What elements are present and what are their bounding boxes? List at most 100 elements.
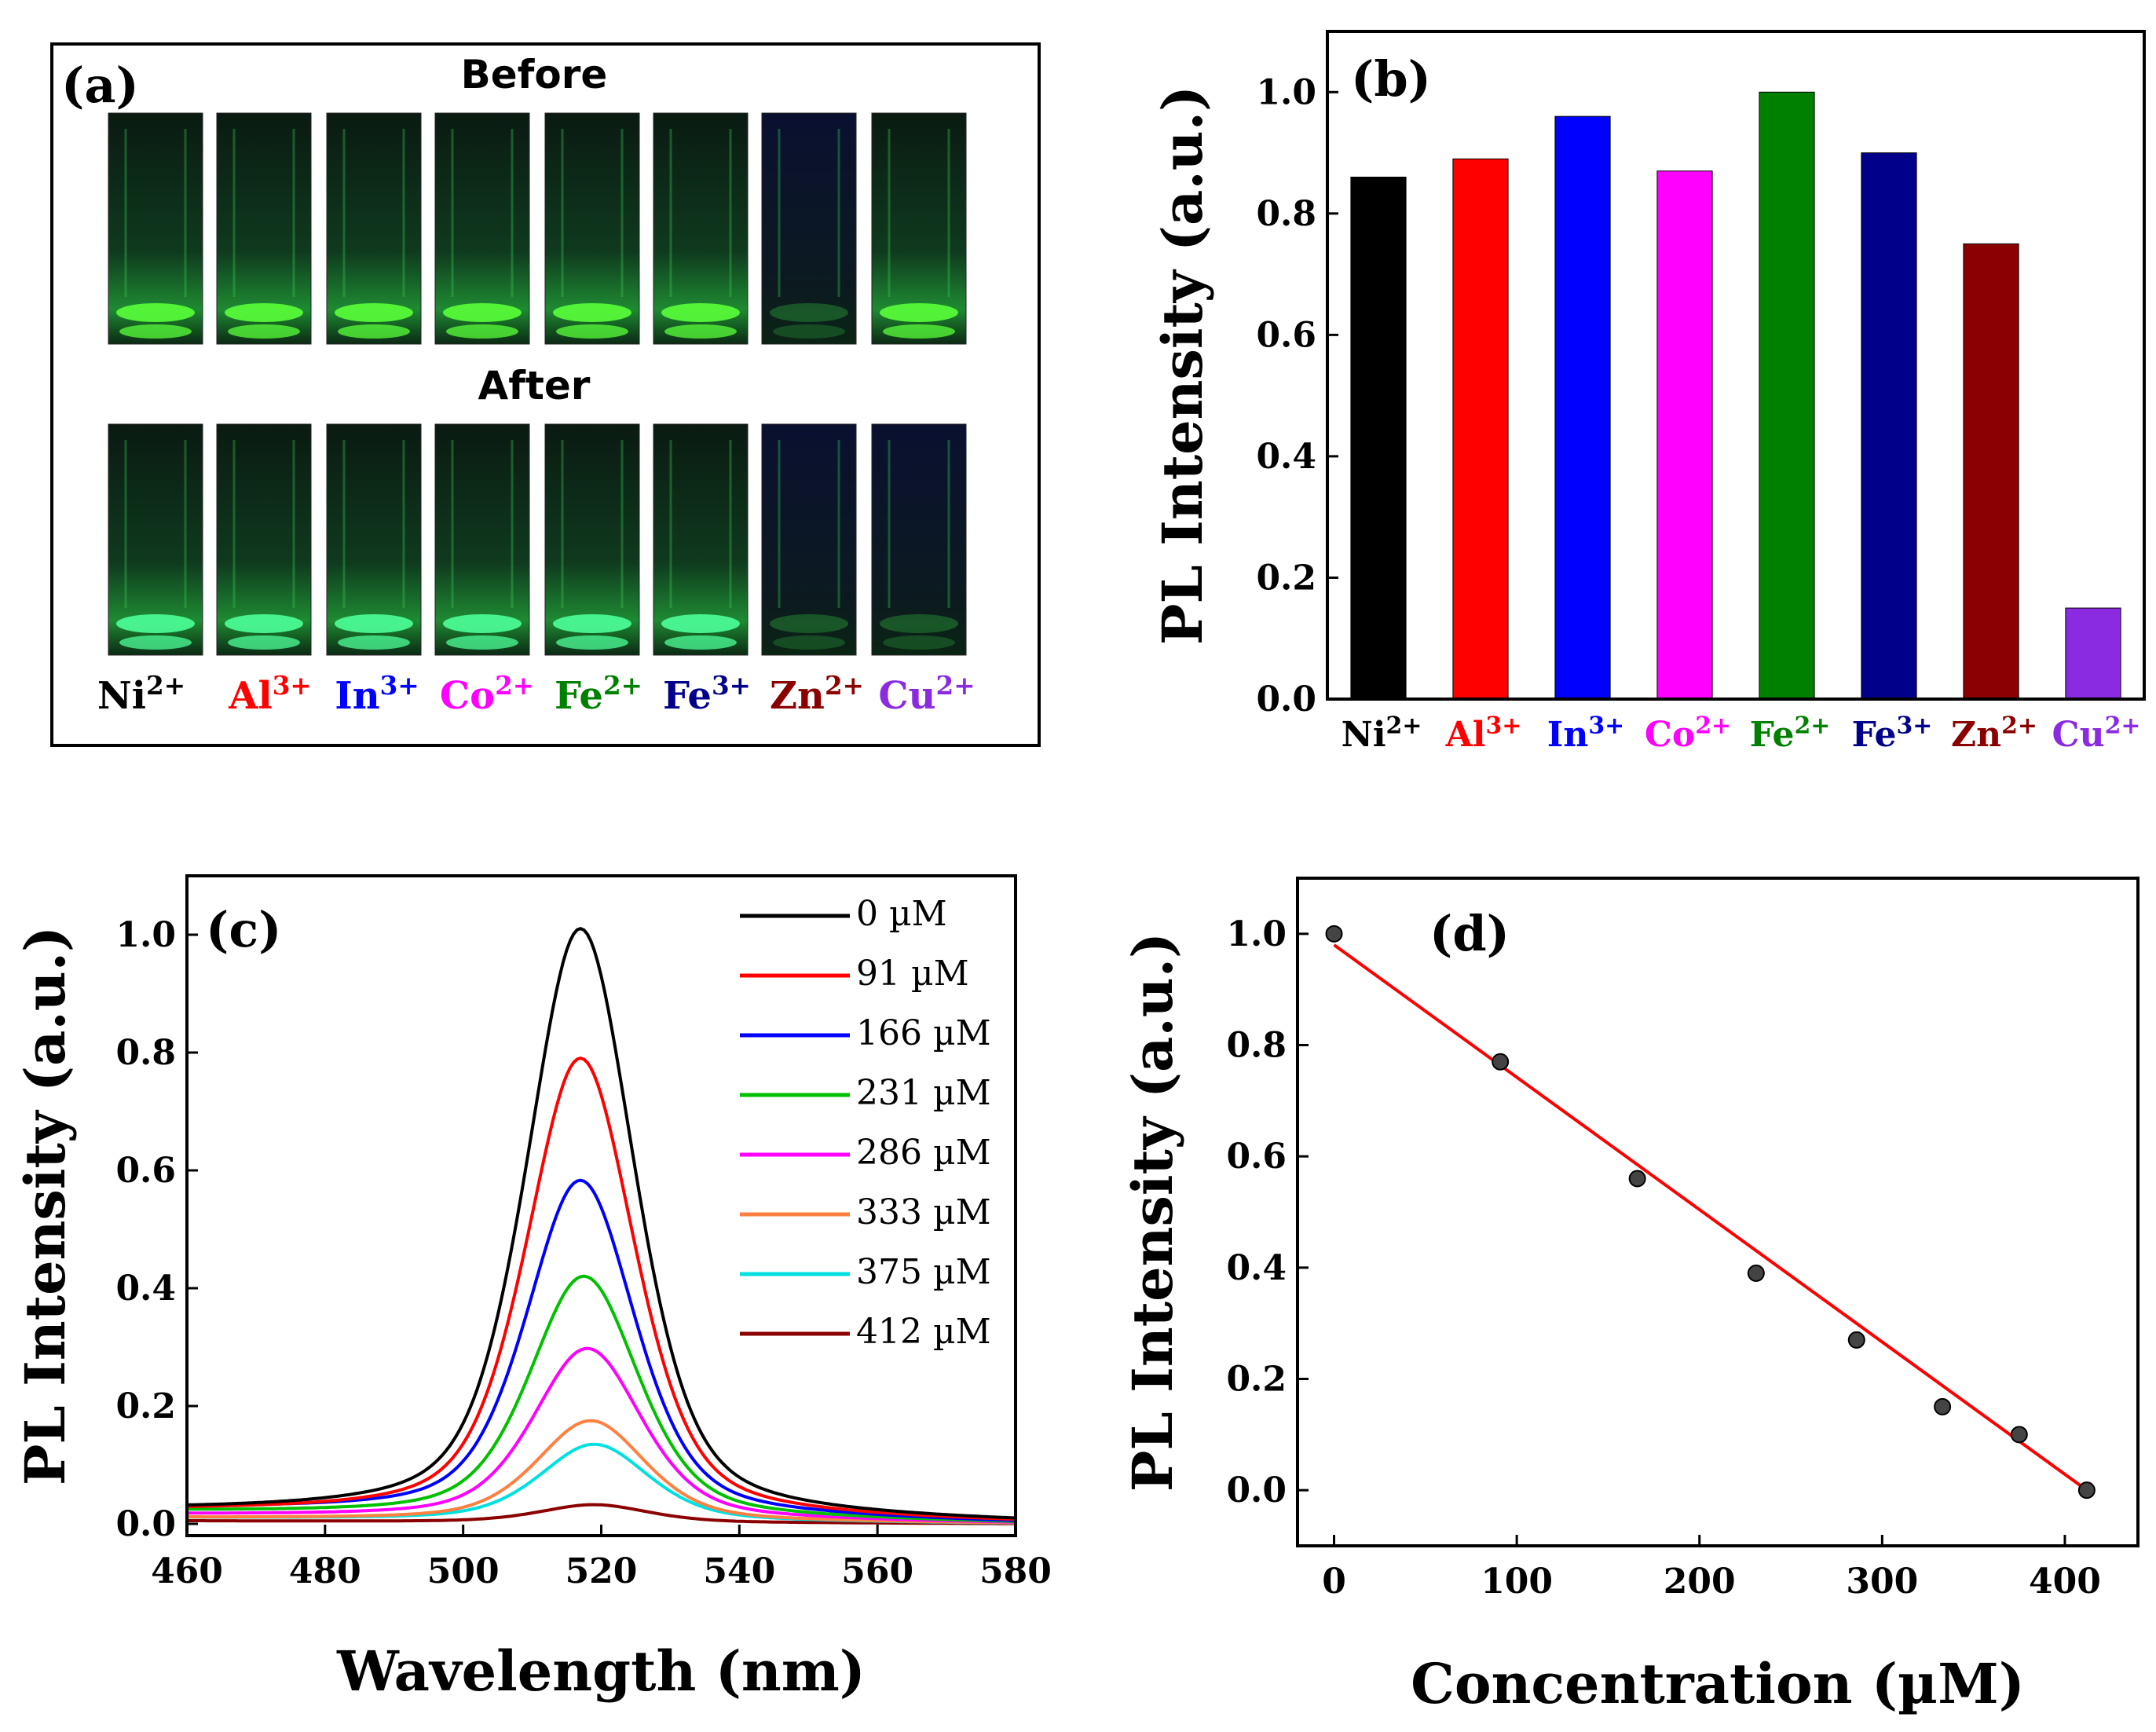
panel-c-ytick-label-1: 0.2 [115, 1386, 176, 1426]
panel-c-series-1 [186, 926, 1016, 1520]
panel-b-xtick-label-5: Fe2+ [1750, 712, 1831, 755]
panel-d-point-7 [2010, 1426, 2028, 1444]
panel-c-xlabel: Wavelength (nm) [336, 1639, 866, 1704]
panel-c-xtick-label-6: 580 [979, 1551, 1052, 1591]
panel-d-xtick-label-4: 400 [2029, 1562, 2101, 1602]
panel-b-bar-3 [1554, 115, 1611, 700]
panel-d-ytick-label-0: 0.0 [1226, 1470, 1287, 1510]
panel-d-ylabel: PL Intensity (a.u.) [1120, 932, 1185, 1492]
panel-d-point-3 [1628, 1170, 1646, 1188]
panel-b: Ni2+ Al3+ In3+ Co2+ Fe2+ Fe3+ Zn2+ Cu2+ 0.0 0.2 0.… [1150, 30, 2146, 755]
panel-b-xtick-label-2: Al3+ [1445, 712, 1522, 755]
panel-d-point-4 [1747, 1264, 1765, 1282]
panel-d-point-1 [1325, 925, 1343, 943]
panel-d-xtick-label-3: 300 [1846, 1562, 1918, 1602]
after-label: After [478, 363, 591, 408]
panel-b-bar-1 [1350, 176, 1407, 700]
panel-d-ytick-label-5: 1.0 [1226, 914, 1287, 954]
panel-b-bar-2 [1452, 158, 1509, 700]
panel-c-series-2 [186, 1056, 1016, 1521]
after-vial-2 [216, 423, 312, 656]
after-vial-1 [108, 423, 203, 656]
panel-b-xtick-label-8: Cu2+ [2052, 712, 2141, 755]
panel-c-xtick-label-0: 460 [151, 1551, 223, 1591]
panel-d-ytick-label-3: 0.6 [1226, 1137, 1287, 1177]
before-vial-1 [108, 112, 203, 345]
panel-c: 0.0 0.2 0.4 0.6 0.8 1.0 460 480 500 520 540 560 580 P… [13, 874, 1052, 1704]
panel-b-bar-8 [2065, 607, 2121, 700]
panel-a-ion-label-3: In3+ [335, 670, 419, 718]
panel-c-legend-text-5: 286 µM [856, 1133, 991, 1173]
panel-a: (a) Before After Ni2+ Al3+ In3+ Co2+ Fe2+ Fe3+ Zn… [50, 42, 1041, 747]
panel-c-legend-text-4: 231 µM [856, 1073, 991, 1113]
panel-c-series-5 [187, 1346, 1016, 1524]
panel-c-xtick-label-5: 560 [841, 1551, 913, 1591]
panel-d-point-8 [2077, 1481, 2096, 1499]
after-vial-3 [326, 423, 422, 656]
panel-c-label: (c) [206, 901, 281, 958]
panel-b-bar-6 [1861, 152, 1917, 700]
panel-c-legend-text-7: 375 µM [856, 1252, 991, 1292]
panel-b-xtick-label-3: In3+ [1547, 712, 1624, 755]
panel-b-xtick-label-1: Ni2+ [1342, 712, 1422, 755]
panel-a-label: (a) [61, 57, 139, 114]
panel-c-ytick-label-3: 0.6 [115, 1151, 176, 1191]
panel-c-legend-text-6: 333 µM [856, 1192, 991, 1232]
panel-d-ytick-label-4: 0.8 [1226, 1026, 1287, 1066]
panel-d-point-2 [1492, 1053, 1510, 1071]
after-vial-6 [653, 423, 749, 656]
panel-b-axes [1326, 30, 2146, 701]
before-vial-2 [216, 112, 312, 345]
panel-a-ion-label-6: Fe3+ [663, 670, 751, 718]
panel-c-ytick-label-2: 0.4 [115, 1269, 176, 1309]
panel-d-ytick-label-2: 0.4 [1226, 1248, 1287, 1288]
panel-c-xtick-label-3: 520 [566, 1551, 638, 1591]
panel-d-fit-line [1333, 943, 2088, 1492]
panel-d-point-5 [1847, 1331, 1865, 1349]
panel-b-bar-5 [1759, 91, 1815, 700]
panel-c-ytick-label-0: 0.0 [115, 1504, 176, 1544]
panel-d-label: (d) [1429, 905, 1510, 962]
panel-a-ion-label-7: Zn2+ [770, 670, 864, 718]
panel-b-ytick-label-2: 0.4 [1256, 437, 1316, 477]
before-vial-5 [544, 112, 640, 345]
panel-d-xtick-label-0: 0 [1322, 1562, 1346, 1602]
panel-c-ylabel: PL Intensity (a.u.) [13, 926, 78, 1485]
panel-d-xtick-label-2: 200 [1664, 1562, 1736, 1602]
panel-b-xtick-label-4: Co2+ [1645, 712, 1731, 755]
panel-d-axes [1296, 877, 2140, 1547]
panel-b-bar-7 [1963, 243, 2019, 700]
panel-c-series-4 [187, 1274, 1016, 1523]
panel-b-ytick-label-4: 0.8 [1256, 194, 1316, 234]
panel-c-ytick-label-5: 1.0 [115, 915, 176, 955]
panel-c-legend-text-8: 412 µM [856, 1312, 991, 1352]
panel-b-ylabel: PL Intensity (a.u.) [1150, 86, 1215, 645]
panel-b-ytick-label-3: 0.6 [1256, 315, 1316, 355]
panel-c-xtick-label-1: 480 [289, 1551, 361, 1591]
panel-b-ytick-label-5: 1.0 [1256, 72, 1316, 112]
panel-b-ytick-label-1: 0.2 [1256, 558, 1316, 598]
panel-c-ytick-label-4: 0.8 [115, 1033, 176, 1073]
panel-c-legend-text-3: 166 µM [856, 1013, 991, 1053]
panel-a-ion-label-4: Co2+ [440, 670, 534, 718]
panel-d-point-6 [1934, 1397, 1952, 1415]
panel-d-xtick-label-1: 100 [1481, 1562, 1553, 1602]
before-label: Before [461, 52, 608, 97]
panel-b-bar-4 [1656, 170, 1713, 700]
panel-b-label: (b) [1351, 50, 1431, 108]
panel-a-ion-label-2: Al3+ [228, 670, 312, 718]
panel-c-legend-text-1: 0 µM [856, 894, 947, 934]
panel-b-xtick-label-7: Zn2+ [1951, 712, 2037, 755]
panel-c-xtick-label-4: 540 [703, 1551, 775, 1591]
after-vial-4 [434, 423, 530, 656]
after-vial-7 [761, 423, 857, 656]
before-vial-7 [761, 112, 857, 345]
after-vial-8 [871, 423, 967, 656]
panel-d-ytick-label-1: 0.2 [1226, 1360, 1287, 1400]
panel-b-ytick-label-0: 0.0 [1256, 679, 1316, 720]
panel-a-ion-label-8: Cu2+ [878, 670, 975, 718]
panel-b-xtick-label-6: Fe3+ [1852, 712, 1933, 755]
panel-a-ion-label-1: Ni2+ [97, 670, 185, 718]
before-vial-3 [326, 112, 422, 345]
